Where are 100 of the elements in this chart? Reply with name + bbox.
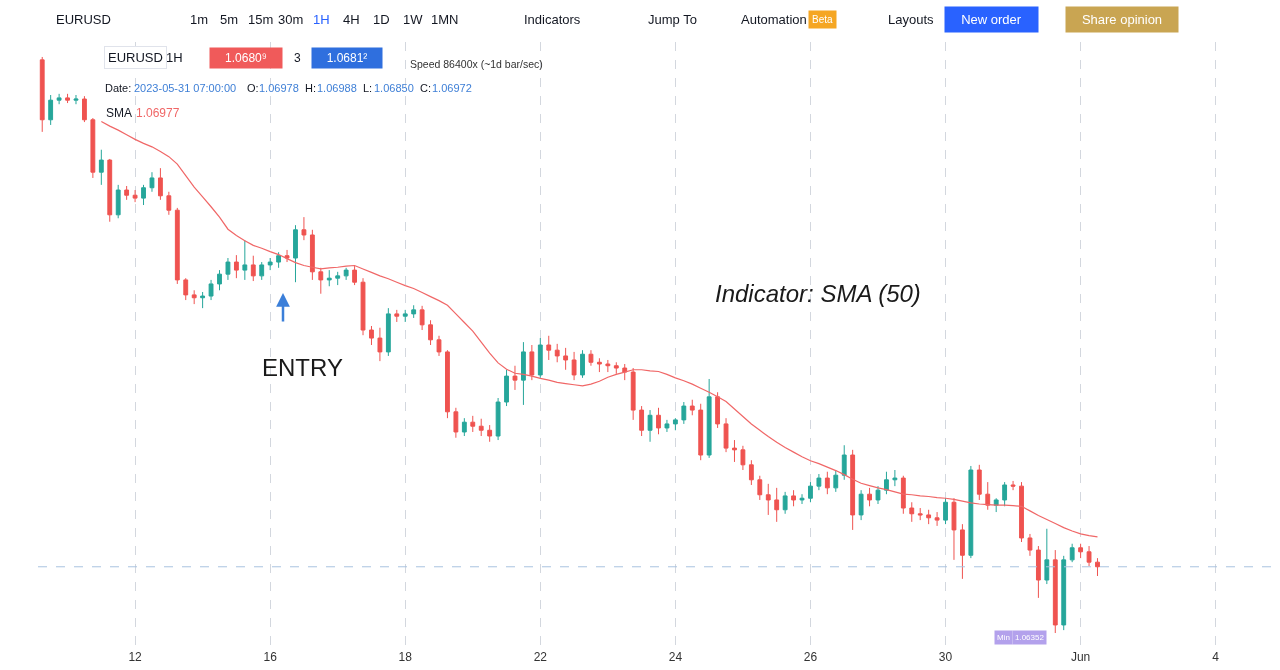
x-tick-label: 16 xyxy=(263,650,278,664)
candlestick xyxy=(107,158,113,223)
candlestick xyxy=(664,419,670,433)
candlestick xyxy=(926,509,932,525)
candlestick xyxy=(293,224,298,283)
x-tick-label: 12 xyxy=(128,650,143,664)
candlestick xyxy=(301,216,307,241)
candlestick xyxy=(343,267,349,281)
annotation: 3 xyxy=(294,51,301,65)
candlestick xyxy=(242,239,248,281)
text: EURUSD xyxy=(56,12,111,27)
candlestick xyxy=(183,277,189,301)
candlestick xyxy=(208,279,214,301)
candlestick xyxy=(951,497,957,561)
candlestick xyxy=(65,93,70,104)
candlestick xyxy=(487,424,493,443)
candlestick xyxy=(639,405,645,437)
x-tick-label: 24 xyxy=(668,650,683,664)
text: Beta xyxy=(812,14,834,25)
candlestick xyxy=(504,369,509,407)
series-label: SMA xyxy=(106,106,133,120)
candlestick xyxy=(875,485,881,505)
candlestick xyxy=(149,171,155,193)
candlestick xyxy=(850,449,856,531)
candlestick xyxy=(960,523,965,580)
candlestick xyxy=(884,471,889,495)
candlestick xyxy=(799,493,805,505)
candlestick xyxy=(157,167,163,201)
candlestick xyxy=(1052,549,1058,634)
candlestick xyxy=(521,341,526,406)
annotation: 1.06972 xyxy=(432,82,472,94)
candlestick xyxy=(985,481,991,511)
candlestick xyxy=(1095,557,1100,577)
candlestick xyxy=(689,399,695,416)
candlestick xyxy=(352,265,357,286)
candlestick xyxy=(73,94,79,105)
candlestick xyxy=(174,207,180,285)
candlestick xyxy=(1002,481,1008,507)
candlestick xyxy=(259,261,265,281)
candlestick xyxy=(588,349,594,367)
candlestick xyxy=(917,507,923,521)
annotation: 1.06977 xyxy=(136,106,180,120)
x-tick-label: 30 xyxy=(938,650,953,664)
annotation: 1.06352 xyxy=(1015,633,1045,642)
x-tick-label: 18 xyxy=(398,650,413,664)
candlestick xyxy=(217,269,222,291)
candlestick xyxy=(402,309,408,323)
text: Indicators xyxy=(524,12,581,27)
candlestick xyxy=(335,271,341,286)
candlestick xyxy=(816,473,822,491)
candlestick xyxy=(90,117,96,179)
candlestick xyxy=(369,325,374,346)
annotation: 1.06978 xyxy=(259,82,299,94)
candlestick xyxy=(461,417,467,437)
candlestick xyxy=(1086,545,1092,567)
annotation: Speed 86400x (~1d bar/sec) xyxy=(410,58,543,70)
candlestick xyxy=(495,397,501,441)
candlestick xyxy=(48,94,54,126)
text: Share opinion xyxy=(1081,12,1163,27)
candlestick xyxy=(824,471,830,495)
candlestick xyxy=(166,191,172,216)
candlestick xyxy=(943,497,948,525)
annotation: Indicator: SMA (50) xyxy=(715,280,921,307)
candlestick xyxy=(377,327,383,362)
candlestick xyxy=(512,365,518,391)
candlestick xyxy=(605,359,611,373)
candlestick xyxy=(478,418,484,437)
candlestick xyxy=(436,335,442,357)
annotation: EURUSD xyxy=(108,50,163,65)
candlestick xyxy=(470,415,476,433)
candlestick xyxy=(976,464,982,501)
annotation: H: xyxy=(305,82,316,94)
candlestick xyxy=(453,407,459,439)
candlestick xyxy=(841,444,847,481)
annotation: 1.0681² xyxy=(326,51,368,65)
candlestick xyxy=(56,93,62,105)
candlestick xyxy=(1027,533,1033,557)
candlestick xyxy=(909,501,915,523)
candlestick xyxy=(580,349,585,379)
candlestick xyxy=(309,229,315,281)
text: Automation xyxy=(741,12,807,27)
candlestick xyxy=(1019,481,1024,543)
candlestick xyxy=(124,185,130,201)
candlestick xyxy=(571,351,577,381)
candlestick xyxy=(613,361,619,375)
x-tick-label: Jun xyxy=(1070,650,1091,664)
annotation: Date: xyxy=(105,82,132,94)
annotation: Min xyxy=(997,633,1010,642)
candlestick xyxy=(1061,555,1067,631)
candlestick xyxy=(833,469,839,493)
candlestick xyxy=(867,487,872,507)
candlestick xyxy=(892,469,898,487)
candlestick xyxy=(698,403,704,461)
candlestick xyxy=(141,184,146,206)
candlestick xyxy=(934,511,940,527)
x-tick-label: 26 xyxy=(803,650,818,664)
candlestick xyxy=(900,475,906,515)
candlestick xyxy=(200,291,206,309)
candlestick xyxy=(748,459,754,486)
candlestick xyxy=(968,465,974,559)
